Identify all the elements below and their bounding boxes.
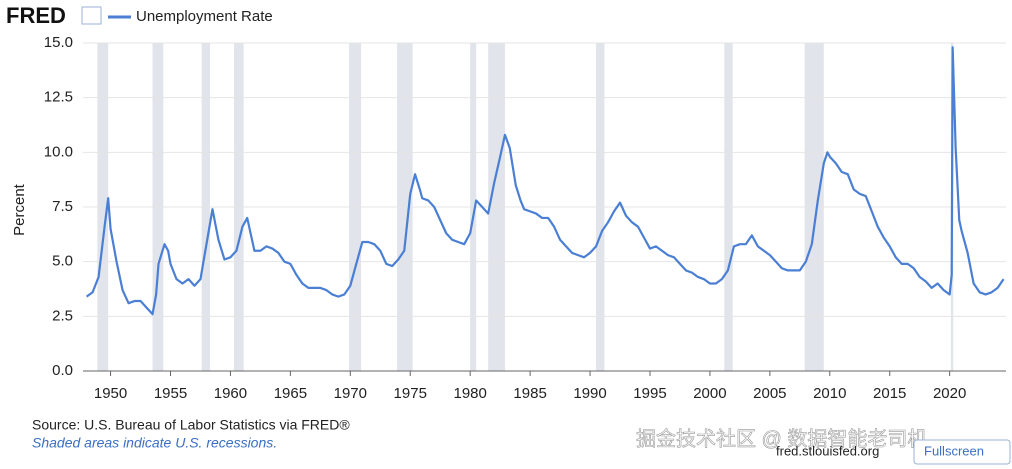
x-tick-label: 2015 (873, 385, 906, 402)
x-tick-label: 1965 (274, 385, 307, 402)
site: fred.stlouisfed.org (776, 443, 879, 458)
x-tick-label: 1975 (394, 385, 427, 402)
brand-icon (81, 6, 102, 25)
fullscreen-label[interactable]: Fullscreen (924, 443, 984, 458)
y-tick-label: 0.0 (52, 362, 73, 379)
watermark: 掘金技术社区 @ 数据智能老司机 (636, 427, 927, 450)
source: Source: U.S. Bureau of Labor Statistics … (32, 417, 350, 433)
x-tick-label: 1995 (633, 385, 666, 402)
x-tick-label: 2000 (693, 385, 726, 402)
y-axis-label: Percent (11, 183, 28, 236)
series-line (85, 46, 1005, 316)
x-tick-label: 1960 (214, 385, 247, 402)
x-tick-label: 1955 (154, 385, 187, 402)
x-tick-label: 2020 (933, 385, 966, 402)
x-tick-label: 1970 (334, 385, 367, 402)
y-tick-label: 7.5 (52, 198, 73, 215)
y-tick-label: 12.5 (44, 89, 73, 106)
fullscreen-button[interactable] (913, 439, 1011, 465)
x-tick-label: 1950 (94, 385, 127, 402)
x-tick-label: 2005 (753, 385, 786, 402)
x-tick-label: 1990 (573, 385, 606, 402)
brand: FRED (6, 3, 66, 28)
y-tick-label: 15.0 (44, 34, 73, 51)
note: Shaded areas indicate U.S. recessions. (32, 435, 277, 451)
y-tick-label: 10.0 (44, 143, 73, 160)
x-tick-label: 1985 (513, 385, 546, 402)
x-tick-label: 1980 (453, 385, 486, 402)
x-tick-label: 2010 (813, 385, 846, 402)
legend-label: Unemployment Rate (136, 8, 273, 25)
y-tick-label: 2.5 (52, 307, 73, 324)
y-tick-label: 5.0 (52, 253, 73, 270)
